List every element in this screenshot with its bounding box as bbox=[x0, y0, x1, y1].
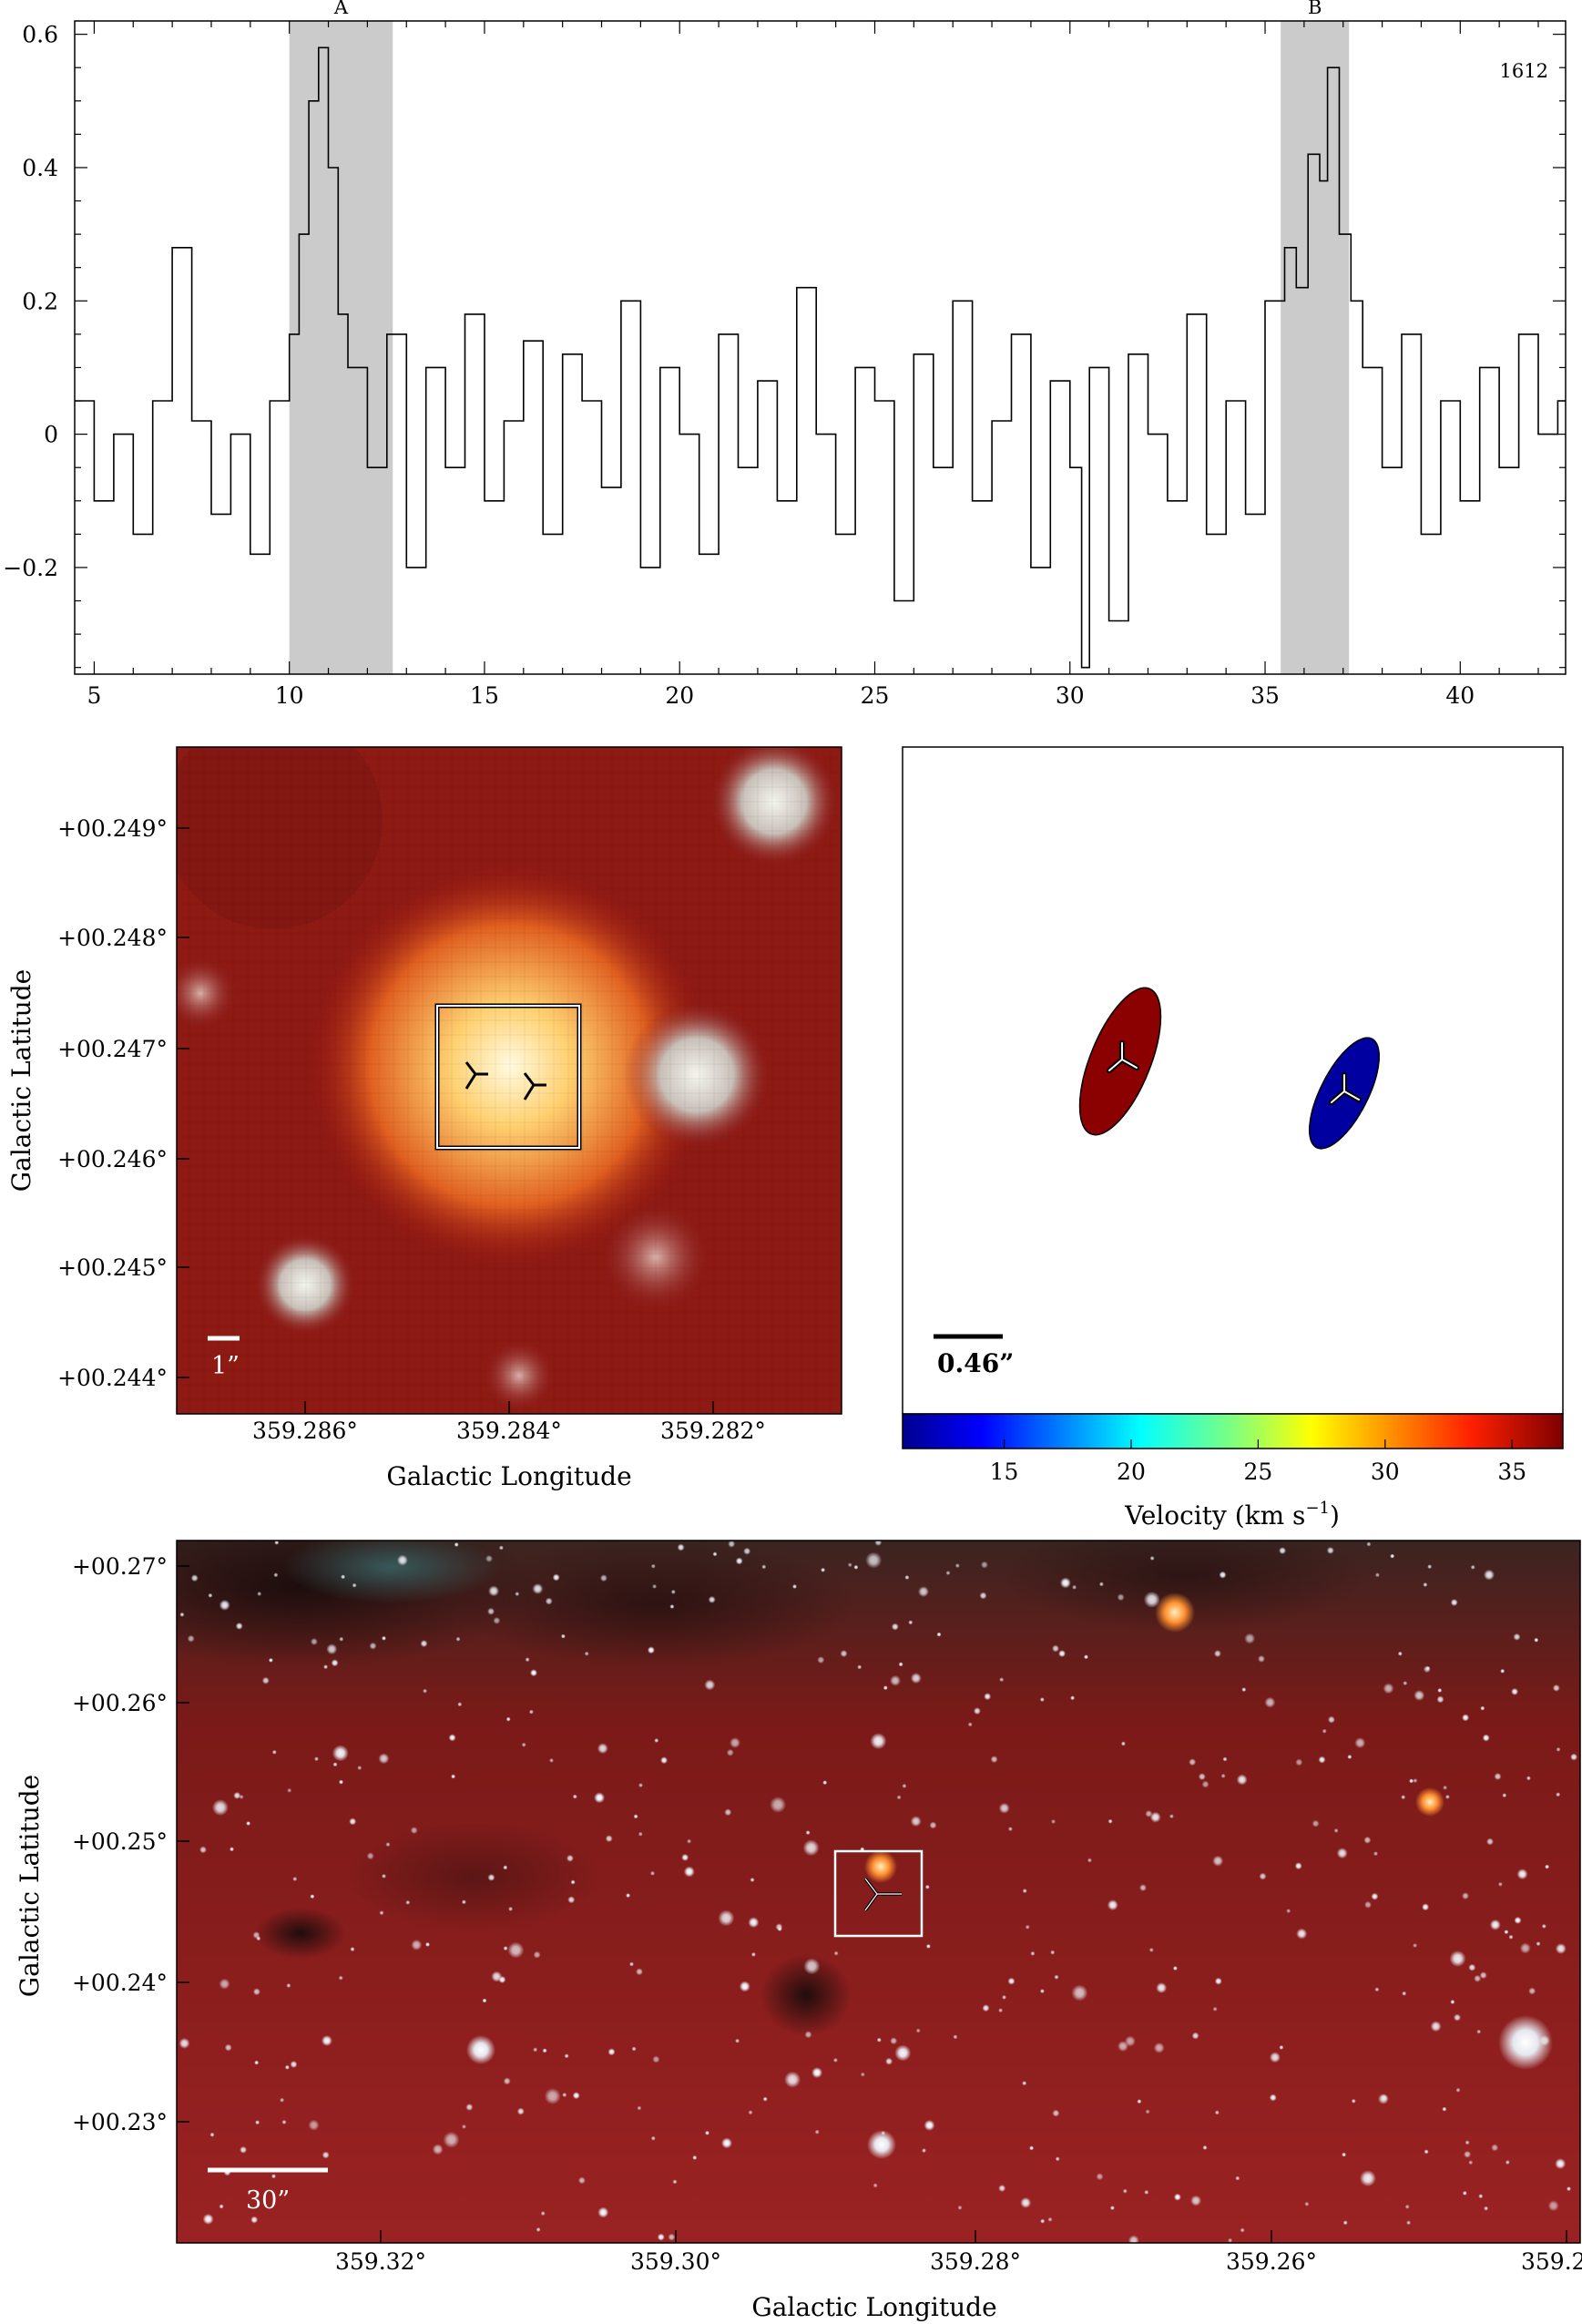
maser-marker-icon bbox=[464, 1061, 546, 1101]
x-tick-label: 15 bbox=[470, 682, 499, 709]
y-tick-label: +00.245° bbox=[57, 1254, 168, 1281]
wide-image-frame bbox=[176, 1540, 1581, 2244]
wide-selection-box bbox=[833, 1849, 924, 1938]
maser-marker-icon bbox=[863, 1877, 902, 1912]
star-field bbox=[179, 1541, 1578, 2243]
y-tick-label: +00.246° bbox=[57, 1146, 168, 1172]
colorbar-tick-label: 25 bbox=[1243, 1459, 1272, 1485]
x-tick-label: 20 bbox=[665, 682, 694, 709]
colorbar-tick-label: 35 bbox=[1497, 1459, 1526, 1485]
wide-x-axis-title: Galactic Longitude bbox=[751, 2292, 996, 2322]
y-tick-label: +00.25° bbox=[72, 1828, 168, 1855]
zoom-image-frame bbox=[176, 746, 842, 1415]
colorbar-title: Velocity (km s−1) bbox=[1124, 1499, 1340, 1531]
wide-y-axis-title: Galactic Latitude bbox=[15, 1775, 45, 1997]
colorbar-tick-label: 20 bbox=[1117, 1459, 1146, 1485]
wide-image-ticks: 359.32° 359.30° 359.28° 359.26° 359.24° +00.2… bbox=[72, 1553, 1582, 2275]
x-tick-label: 359.282° bbox=[660, 1418, 766, 1444]
y-tick-label: +00.26° bbox=[72, 1690, 168, 1716]
target-source bbox=[864, 1850, 897, 1883]
zoom-image-background bbox=[177, 747, 842, 1414]
x-tick-label: 359.284° bbox=[456, 1418, 562, 1444]
y-tick-label: +00.248° bbox=[57, 925, 168, 951]
x-tick-label: 359.32° bbox=[335, 2248, 426, 2275]
region-label: B bbox=[1308, 0, 1322, 18]
y-tick-label: 0 bbox=[44, 422, 58, 448]
wide-scale-label: 30” bbox=[246, 2186, 290, 2215]
x-tick-label: 30 bbox=[1056, 682, 1085, 709]
x-tick-label: 359.28° bbox=[930, 2248, 1021, 2275]
maser-velocity-ellipse bbox=[1309, 1037, 1380, 1150]
velocity-scale-label: 0.46” bbox=[937, 1348, 1014, 1378]
colorbar-tick-label: 30 bbox=[1371, 1459, 1400, 1485]
colorbar-ticks: 15 20 25 30 35 bbox=[990, 1439, 1526, 1485]
x-tick-label: 40 bbox=[1445, 682, 1475, 709]
neighbor-star bbox=[624, 1002, 770, 1148]
shaded-region bbox=[1281, 21, 1350, 674]
target-source-glow bbox=[310, 865, 710, 1266]
zoom-selection-box bbox=[434, 1003, 582, 1151]
spectrum-line bbox=[75, 46, 1566, 669]
y-tick-label: +00.247° bbox=[57, 1036, 168, 1062]
region-label: A bbox=[333, 0, 349, 18]
y-tick-label: +00.249° bbox=[57, 815, 168, 842]
spectrum-plot-frame bbox=[74, 20, 1567, 675]
y-tick-label: +00.244° bbox=[57, 1365, 168, 1391]
zoom-image-ticks: 359.286° 359.284° 359.282° +00.249° +00.248°… bbox=[57, 815, 766, 1444]
wide-image-background bbox=[177, 1541, 1580, 2243]
spectrum-ticks: 5 10 15 20 25 30 35 40 0.6 0.4 0.2 0 −0.2 bbox=[3, 21, 1566, 709]
x-tick-label: 359.24° bbox=[1521, 2248, 1582, 2275]
maser-spot-marker-icon bbox=[1107, 1040, 1362, 1105]
zoom-x-axis-title: Galactic Longitude bbox=[386, 1461, 631, 1491]
zoom-y-axis-title: Galactic Latitude bbox=[6, 969, 36, 1192]
x-tick-label: 359.26° bbox=[1226, 2248, 1317, 2275]
x-tick-label: 25 bbox=[861, 682, 890, 709]
zoom-scale-label: 1” bbox=[211, 1352, 240, 1380]
velocity-map-frame bbox=[902, 746, 1564, 1415]
x-tick-label: 359.30° bbox=[630, 2248, 721, 2275]
x-tick-label: 10 bbox=[275, 682, 304, 709]
y-tick-label: 0.6 bbox=[22, 22, 58, 48]
x-tick-label: 5 bbox=[87, 682, 101, 709]
transition-label: 1612 bbox=[1500, 60, 1548, 82]
y-tick-label: +00.27° bbox=[72, 1553, 168, 1580]
y-tick-label: 0.2 bbox=[22, 288, 58, 314]
x-tick-label: 35 bbox=[1250, 682, 1280, 709]
colorbar-tick-label: 15 bbox=[990, 1459, 1019, 1485]
maser-velocity-ellipse bbox=[1078, 987, 1162, 1136]
shaded-region bbox=[289, 21, 393, 674]
velocity-colorbar bbox=[902, 1413, 1564, 1449]
y-tick-label: −0.2 bbox=[3, 555, 58, 581]
y-tick-label: +00.23° bbox=[72, 2109, 168, 2135]
x-tick-label: 359.286° bbox=[252, 1418, 358, 1444]
y-tick-label: 0.4 bbox=[22, 155, 58, 181]
y-tick-label: +00.24° bbox=[72, 1970, 168, 1996]
